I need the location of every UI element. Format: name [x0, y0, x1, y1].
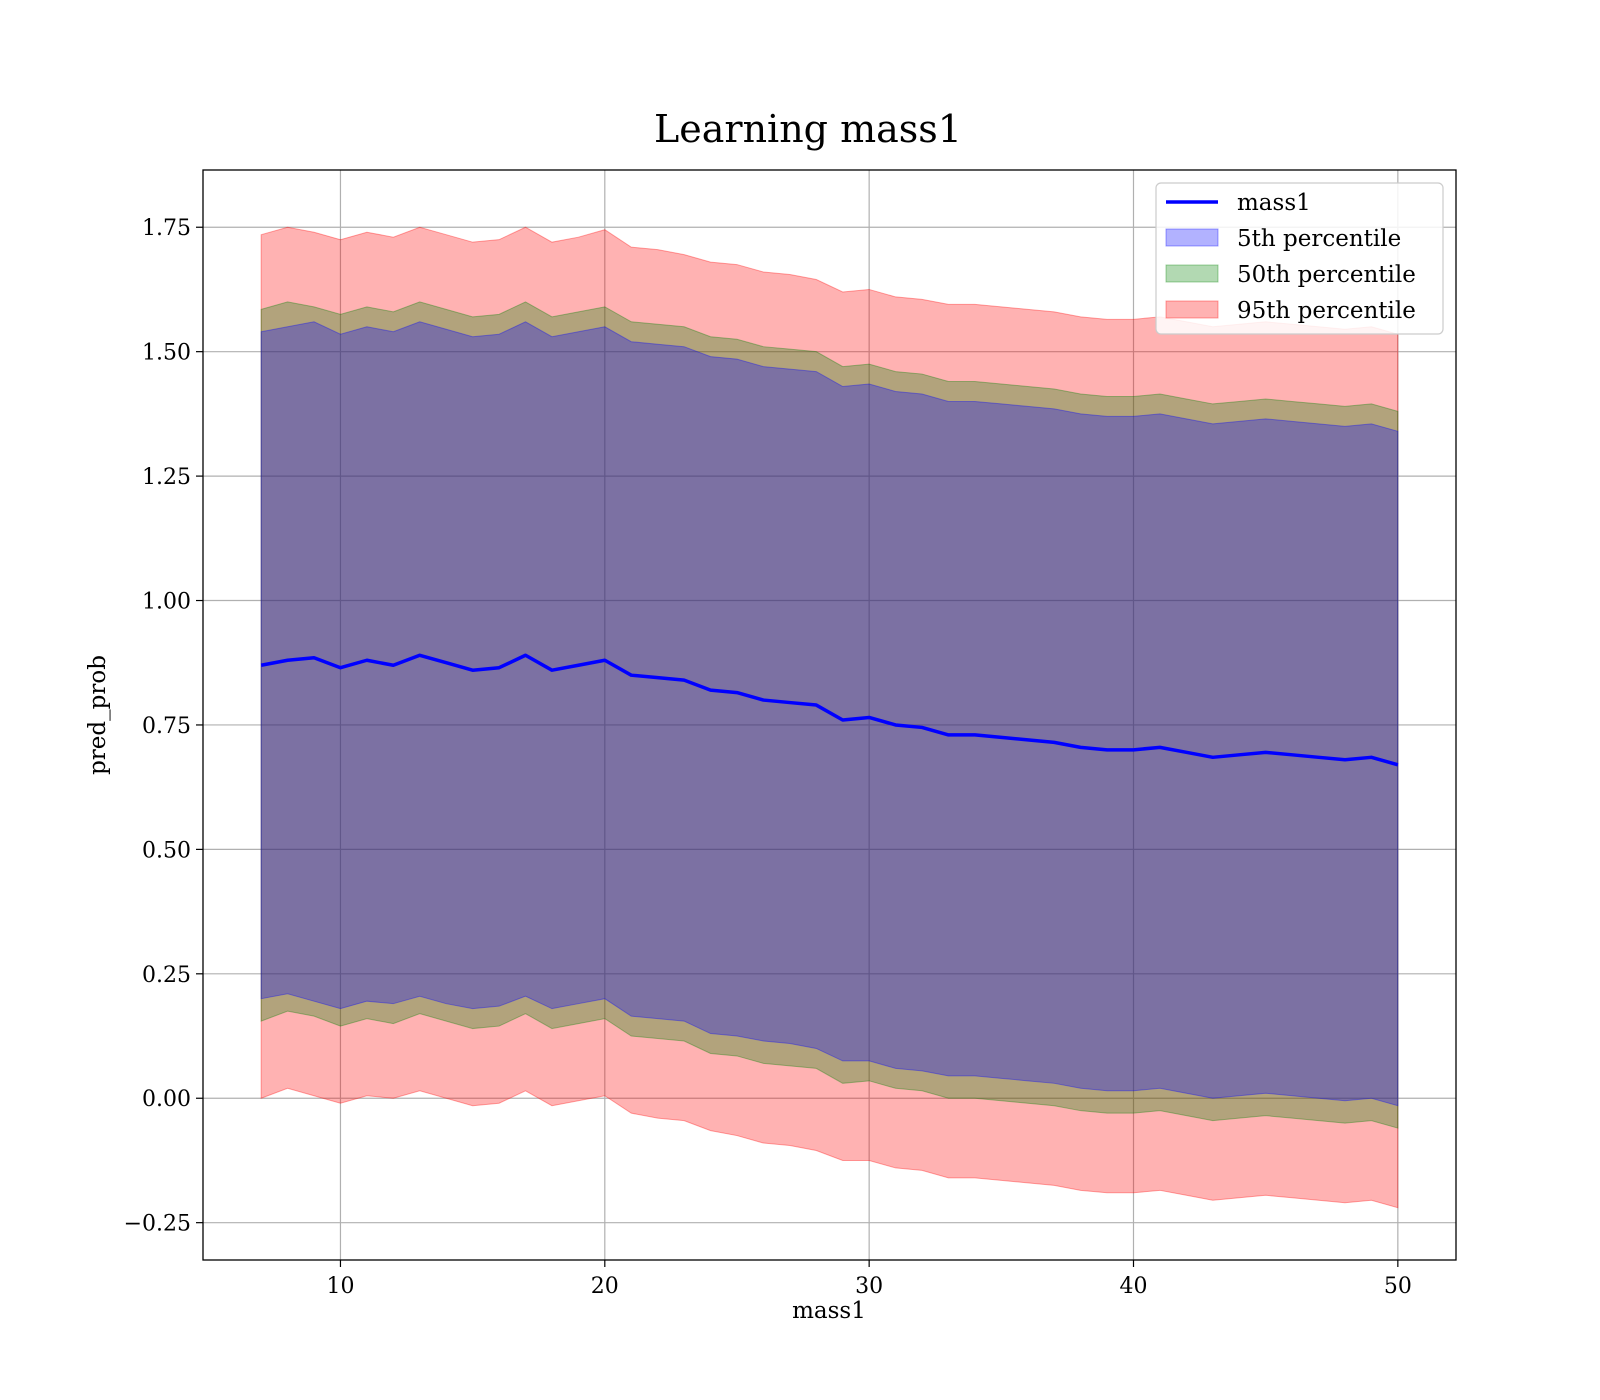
plot-area: [202, 169, 1457, 1261]
percentile-bands: [260, 226, 1399, 1209]
legend-swatch-95th: [1165, 300, 1219, 319]
chart-title: Learning mass1: [654, 107, 962, 151]
y-tick-label: 1.25: [142, 465, 191, 490]
y-tick-label: 0.50: [142, 838, 191, 863]
y-tick-label: 0.25: [142, 963, 191, 988]
legend-box: [1155, 182, 1444, 335]
y-tick-label: 1.00: [142, 590, 191, 615]
legend-label-95th-percentile: 95th percentile: [1237, 298, 1416, 324]
y-axis-label: pred_prob: [85, 655, 111, 775]
y-grid: [203, 226, 1456, 1224]
y-tick-label: 1.75: [142, 216, 191, 241]
band-50th-percentile: [260, 301, 1399, 1129]
x-tick-label: 50: [1384, 1274, 1412, 1299]
y-tick-label: 0.75: [142, 714, 191, 739]
x-tick-label: 40: [1119, 1274, 1147, 1299]
y-axis: −0.25 0.00 0.25 0.50 0.75 1.00 1.25 1.50 1.75: [124, 216, 203, 1237]
legend-swatch-5th: [1165, 228, 1219, 247]
y-tick-label: −0.25: [124, 1212, 191, 1237]
band-95th-percentile: [260, 226, 1399, 1209]
plot-frame: [202, 169, 1457, 1261]
legend-swatch-50th: [1165, 264, 1219, 283]
legend-label-50th-percentile: 50th percentile: [1237, 262, 1416, 288]
legend: mass1 5th percentile 50th percentile 95t…: [1155, 182, 1444, 335]
x-axis-label: mass1: [792, 1298, 866, 1324]
line-mass1: [260, 653, 1399, 767]
y-tick-label: 0.00: [142, 1087, 191, 1112]
x-axis: 10 20 30 40 50: [326, 1260, 1412, 1299]
x-tick-label: 30: [855, 1274, 883, 1299]
legend-label-5th-percentile: 5th percentile: [1237, 226, 1401, 252]
legend-label-mass1: mass1: [1237, 190, 1311, 216]
series-lines: [260, 653, 1399, 767]
x-tick-label: 10: [326, 1274, 354, 1299]
y-tick-label: 1.50: [142, 341, 191, 366]
x-tick-label: 20: [591, 1274, 619, 1299]
